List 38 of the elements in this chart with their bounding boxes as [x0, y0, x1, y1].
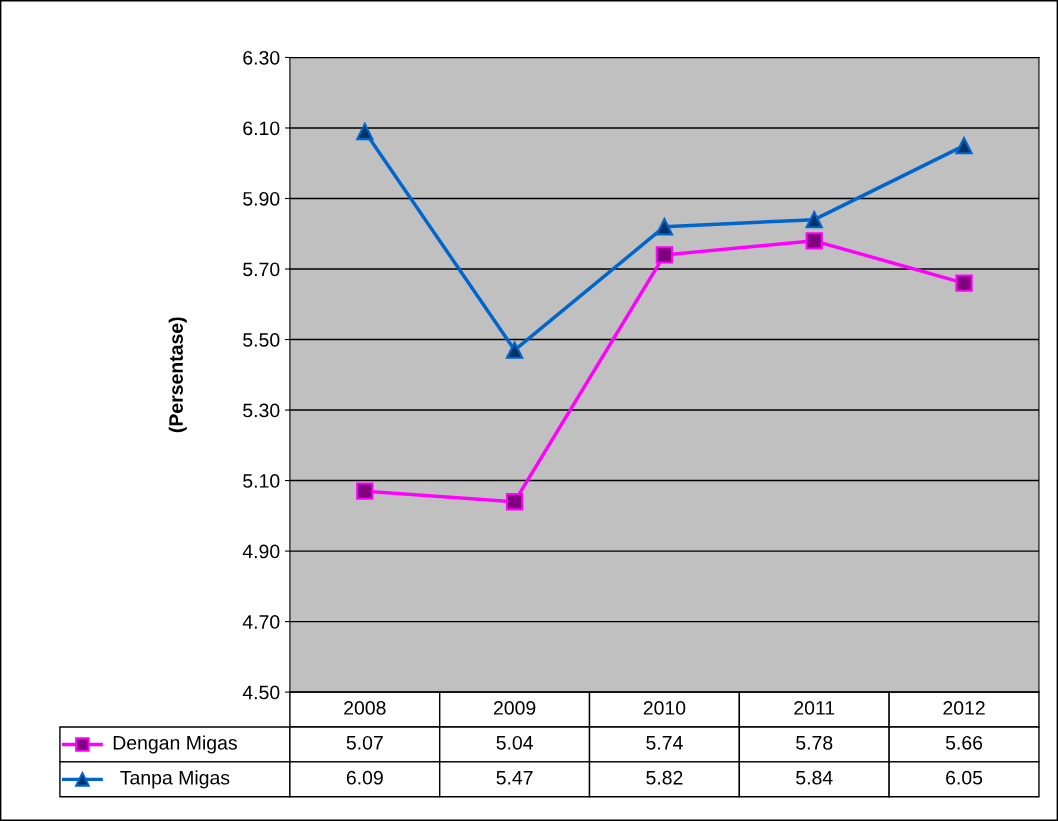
data-label: 6.05 — [946, 770, 983, 785]
data-label: 5.74 — [646, 736, 683, 750]
x-tick-label: 2008 — [344, 701, 386, 715]
y-tick-label: 4.50 — [242, 685, 280, 700]
point — [655, 218, 674, 236]
point — [955, 136, 973, 155]
point — [955, 274, 973, 292]
point — [805, 232, 823, 250]
point — [356, 482, 374, 500]
point — [505, 493, 524, 511]
y-tick-label: 4.90 — [242, 544, 280, 559]
data-label: 6.09 — [346, 770, 383, 785]
data-label: 5.04 — [496, 735, 533, 750]
point — [505, 341, 524, 359]
y-tick-label: 5.90 — [243, 191, 280, 206]
point — [805, 210, 823, 229]
x-tick-label: 2010 — [643, 701, 686, 715]
y-tick-label: 6.10 — [243, 121, 280, 136]
y-tick-label: 5.70 — [243, 262, 280, 277]
y-tick-label: 5.50 — [243, 333, 280, 347]
y-tick-label: 5.10 — [243, 474, 280, 488]
y-axis-title: (Persentase) — [168, 317, 187, 433]
legend-label: Tanpa Migas — [120, 770, 230, 789]
x-tick-label: 2011 — [794, 701, 835, 715]
x-tick-label: 2012 — [943, 701, 985, 715]
data-label: 5.07 — [346, 735, 383, 750]
data-label: 5.82 — [646, 770, 683, 785]
point — [356, 122, 374, 141]
data-label: 5.78 — [796, 735, 833, 750]
legend-label: Dengan Migas — [113, 735, 237, 754]
data-label: 5.47 — [496, 771, 533, 785]
y-tick-label: 6.30 — [243, 50, 280, 65]
point — [655, 246, 674, 264]
x-tick-label: 2009 — [493, 701, 536, 715]
y-tick-label: 4.70 — [242, 615, 280, 629]
data-label: 5.84 — [796, 770, 833, 785]
y-tick-label: 5.30 — [243, 403, 280, 418]
data-label: 5.66 — [945, 735, 983, 750]
